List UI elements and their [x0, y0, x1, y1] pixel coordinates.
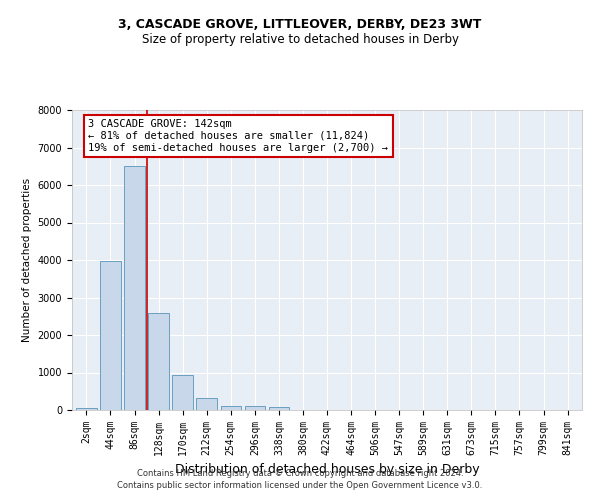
- Bar: [269, 407, 289, 410]
- Bar: [196, 398, 217, 410]
- Bar: [100, 261, 121, 410]
- Bar: [76, 408, 97, 410]
- Text: 3, CASCADE GROVE, LITTLEOVER, DERBY, DE23 3WT: 3, CASCADE GROVE, LITTLEOVER, DERBY, DE2…: [118, 18, 482, 30]
- Bar: [245, 406, 265, 410]
- Bar: [124, 166, 145, 410]
- Text: 3 CASCADE GROVE: 142sqm
← 81% of detached houses are smaller (11,824)
19% of sem: 3 CASCADE GROVE: 142sqm ← 81% of detache…: [88, 120, 388, 152]
- Text: Contains public sector information licensed under the Open Government Licence v3: Contains public sector information licen…: [118, 481, 482, 490]
- Bar: [148, 312, 169, 410]
- Bar: [221, 406, 241, 410]
- Bar: [172, 375, 193, 410]
- Text: Size of property relative to detached houses in Derby: Size of property relative to detached ho…: [142, 32, 458, 46]
- Text: Contains HM Land Registry data © Crown copyright and database right 2024.: Contains HM Land Registry data © Crown c…: [137, 468, 463, 477]
- X-axis label: Distribution of detached houses by size in Derby: Distribution of detached houses by size …: [175, 464, 479, 476]
- Y-axis label: Number of detached properties: Number of detached properties: [22, 178, 32, 342]
